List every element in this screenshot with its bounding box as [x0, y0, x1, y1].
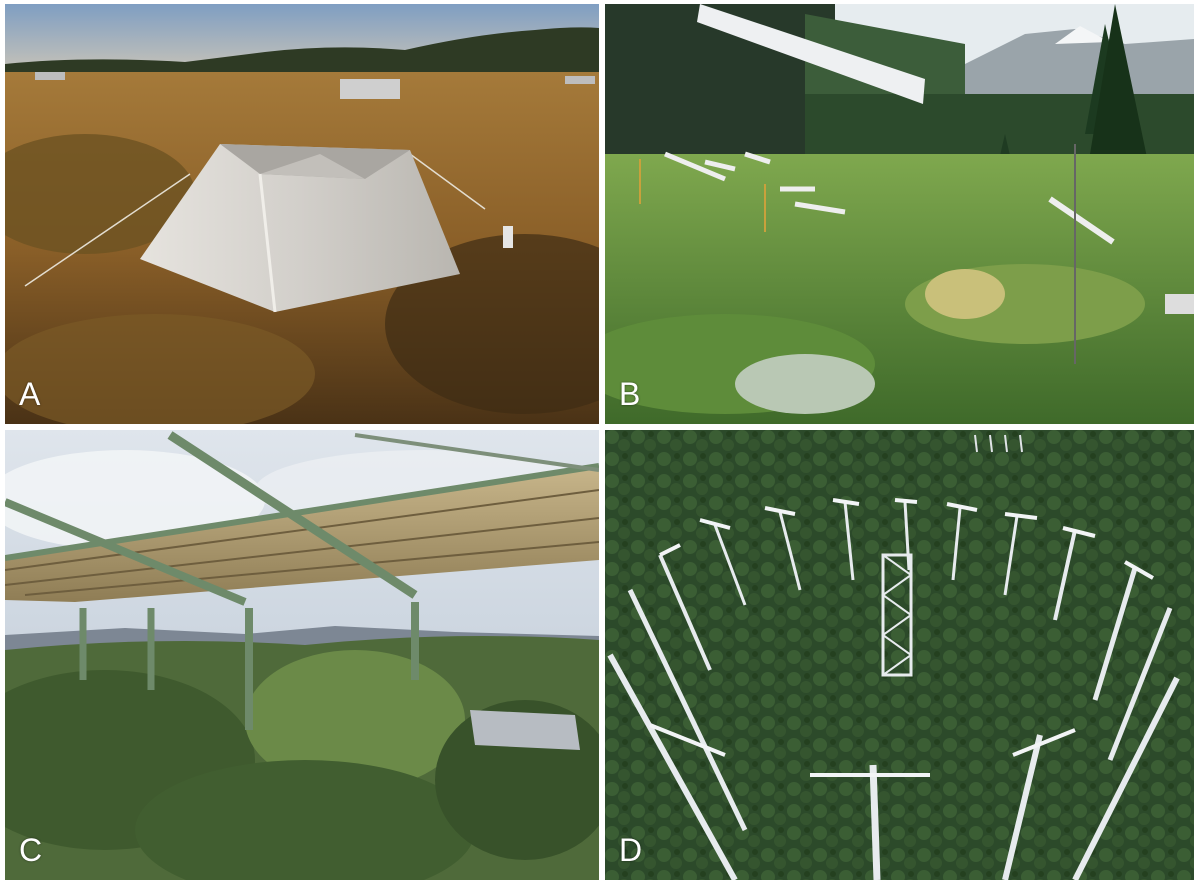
overhead-heater-meadow-photo [605, 4, 1194, 424]
panel-label-c: C [19, 832, 43, 868]
open-top-chamber-photo [5, 4, 599, 424]
forest-towers-aerial-photo [605, 430, 1194, 880]
rain-shelter-shrubland-photo [5, 430, 599, 880]
panel-label-d: D [619, 832, 643, 868]
photo-panel-d: D [605, 430, 1194, 880]
photo-panel-a: A [5, 4, 599, 424]
photo-panel-b: B [605, 4, 1194, 424]
photo-panel-c: C [5, 430, 599, 880]
panel-label-a: A [19, 376, 41, 412]
panel-label-b: B [619, 376, 641, 412]
